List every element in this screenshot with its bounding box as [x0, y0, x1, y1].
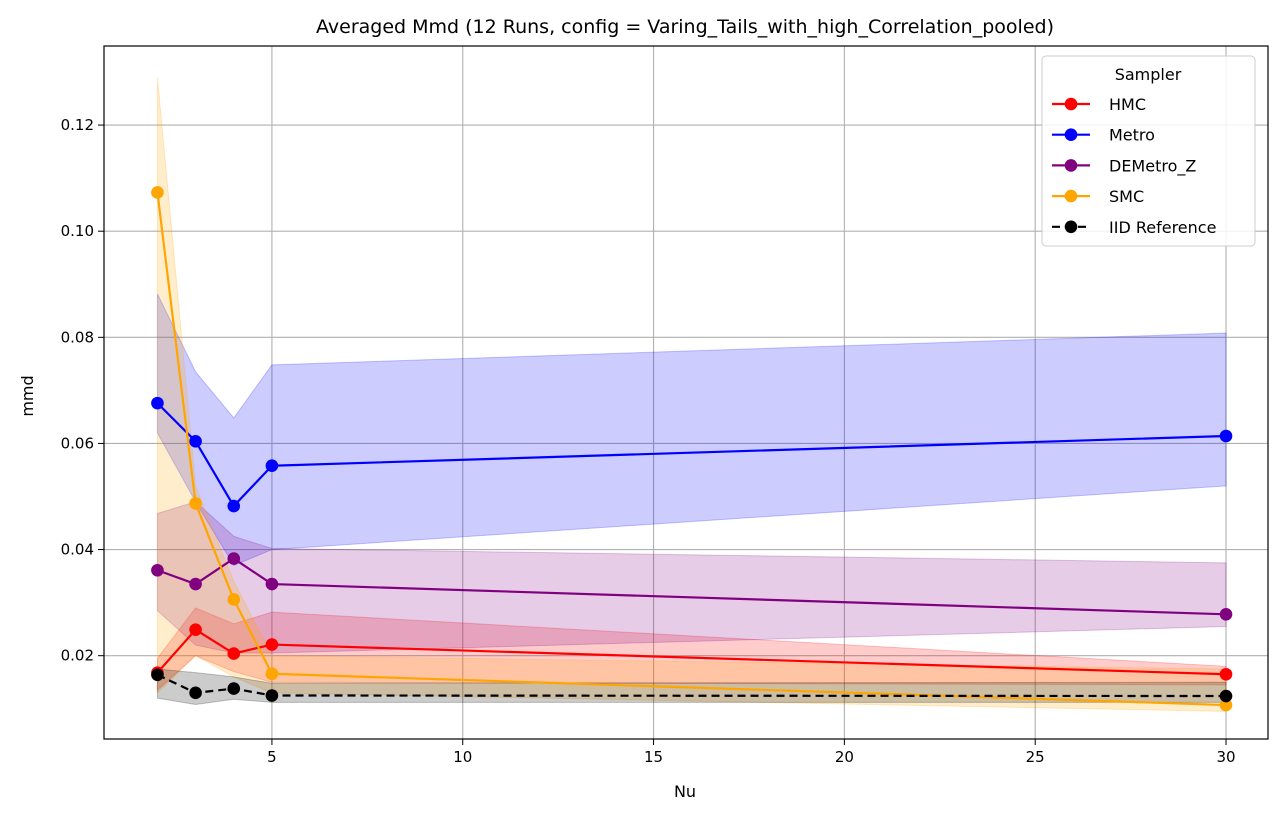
data-point — [151, 563, 164, 577]
legend-items: HMC Metro DEMetro_Z SMC IID Reference — [1052, 95, 1216, 237]
data-point — [227, 682, 241, 695]
y-tick-label: 0.02 — [61, 647, 94, 665]
x-tick-label: 20 — [835, 748, 854, 766]
legend-box — [1041, 55, 1256, 247]
legend-label: Metro — [1109, 126, 1155, 145]
x-tick-label: 30 — [1216, 748, 1235, 766]
data-point — [189, 686, 202, 700]
chart-title: Averaged Mmd (12 Runs, config = Varing_T… — [316, 16, 1054, 38]
confidence-band — [156, 607, 1227, 692]
legend-label: DEMetro_Z — [1109, 156, 1196, 176]
legend-marker — [1064, 128, 1078, 141]
x-tick-label: 10 — [453, 748, 472, 766]
y-axis-label: mmd — [18, 375, 37, 416]
plot-frame — [103, 45, 1269, 740]
y-tick-label: 0.08 — [61, 328, 94, 346]
confidence-bands — [156, 77, 1227, 712]
x-tick-label: 5 — [267, 748, 277, 766]
data-point — [227, 552, 241, 565]
legend-label: HMC — [1109, 95, 1146, 114]
data-point — [189, 497, 202, 510]
x-axis-label: Nu — [674, 782, 696, 801]
data-point — [265, 667, 279, 681]
data-point — [1219, 689, 1233, 703]
data-point — [1219, 667, 1233, 681]
data-point — [151, 396, 164, 410]
y-tick-label: 0.12 — [61, 116, 94, 134]
data-point — [227, 647, 241, 660]
confidence-band — [156, 293, 1227, 567]
data-point — [265, 459, 279, 473]
y-tick-label: 0.10 — [61, 222, 94, 240]
y-tick-label: 0.06 — [61, 434, 94, 452]
data-point — [265, 577, 279, 591]
data-point — [1219, 698, 1233, 712]
legend-marker — [1064, 220, 1078, 234]
data-point — [189, 435, 202, 448]
data-point — [151, 668, 164, 682]
confidence-band — [156, 501, 1227, 654]
legend-marker — [1064, 97, 1078, 111]
y-tick-label: 0.04 — [61, 541, 94, 559]
x-tick-label: 25 — [1026, 748, 1045, 766]
x-axis-ticks: 5 10 15 20 25 30 — [267, 739, 1236, 766]
data-point — [265, 638, 279, 651]
x-tick-label: 15 — [644, 748, 663, 766]
data-point — [1219, 429, 1233, 443]
y-axis-ticks: 0.02 0.04 0.06 0.08 0.10 0.12 — [61, 116, 104, 665]
legend-marker — [1064, 189, 1078, 203]
data-point — [151, 186, 164, 199]
data-point — [189, 623, 202, 636]
legend: Sampler HMC Metro DEMetro_Z SMC IID Referenc… — [1041, 55, 1256, 247]
data-point — [1219, 608, 1233, 621]
data-point — [227, 499, 241, 513]
data-point — [227, 593, 241, 606]
legend-marker — [1064, 159, 1078, 172]
legend-label: SMC — [1109, 187, 1144, 206]
data-point — [265, 689, 279, 702]
confidence-band — [156, 77, 1227, 712]
data-point — [189, 577, 202, 591]
legend-title: Sampler — [1115, 65, 1182, 84]
legend-label: IID Reference — [1109, 218, 1216, 237]
series-markers — [151, 186, 1233, 712]
